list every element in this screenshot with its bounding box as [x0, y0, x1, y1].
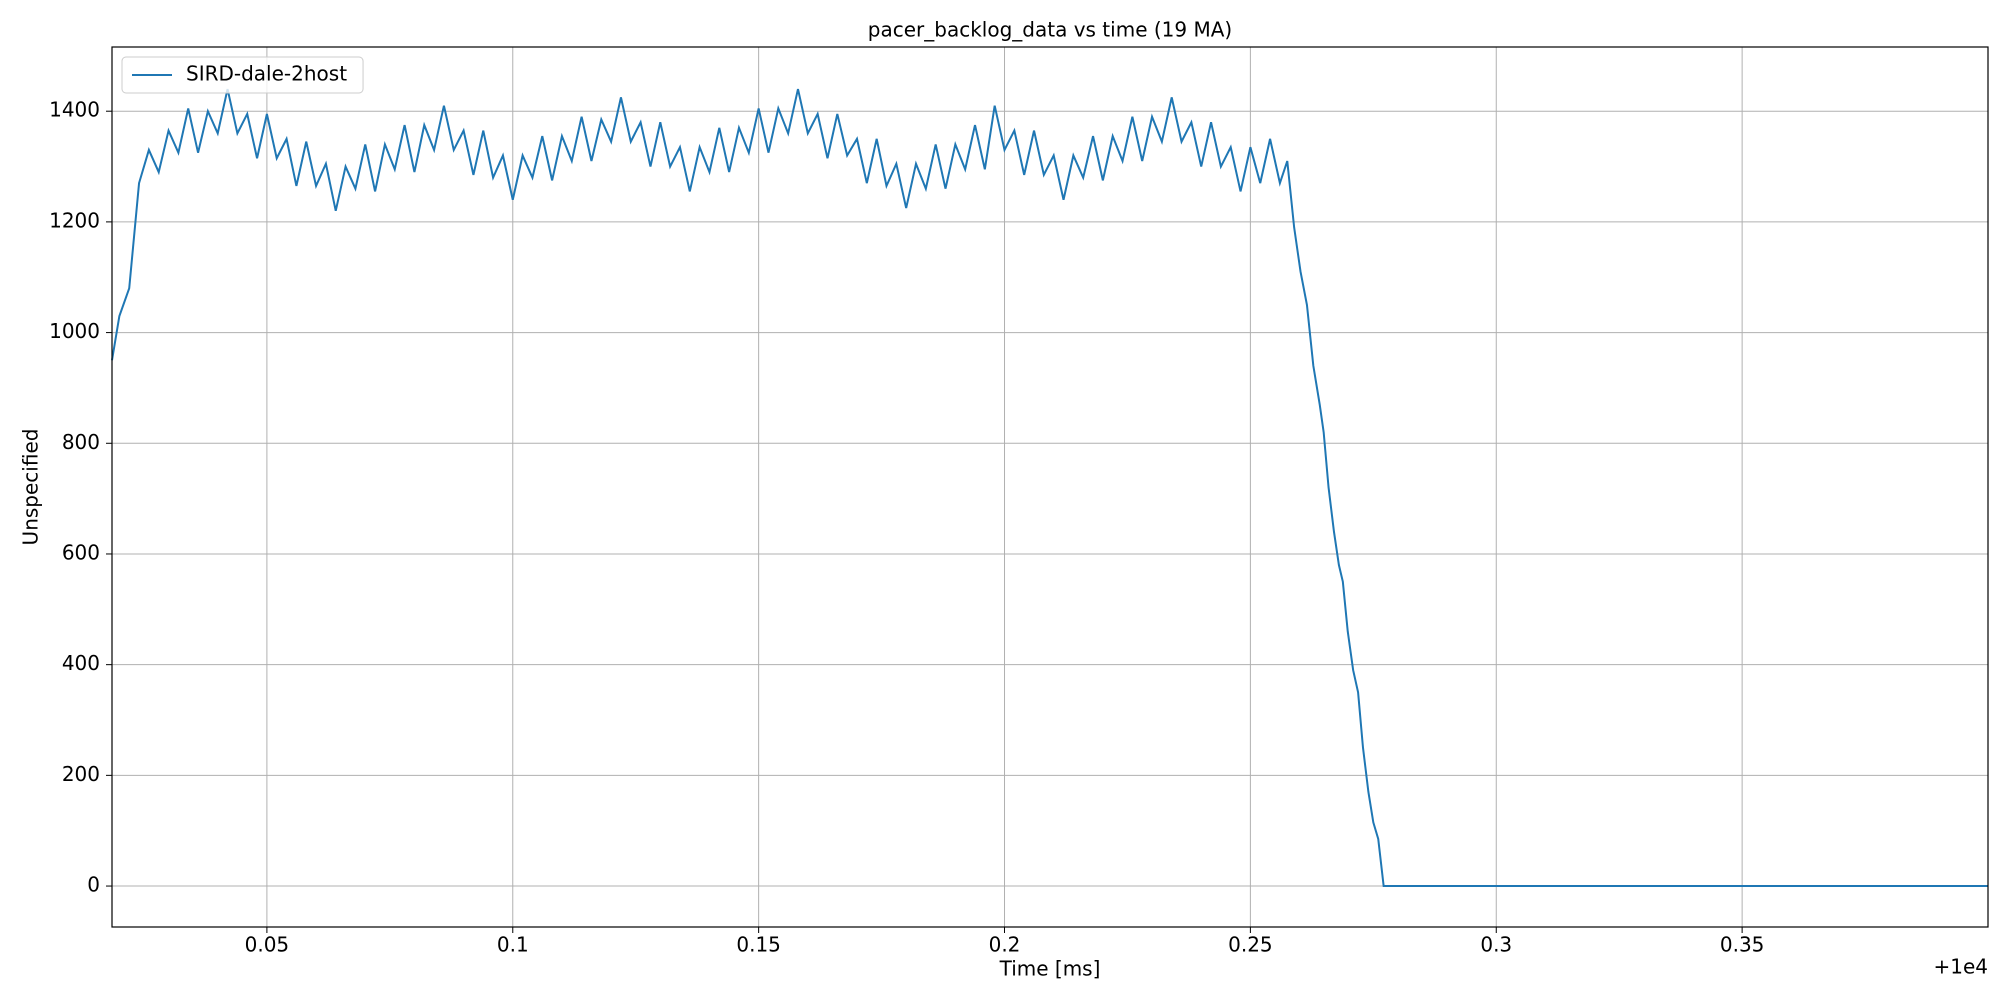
legend-box — [121, 56, 364, 94]
x-tick-label: 0.2 — [989, 933, 1021, 957]
x-tick-label: 0.05 — [245, 933, 290, 957]
axes-frame — [111, 46, 1989, 928]
y-tick-label: 0 — [87, 873, 100, 897]
y-tick-label: 600 — [62, 540, 100, 564]
x-axis-label: Time [ms] — [999, 957, 1101, 981]
legend-label: SIRD-dale-2host — [186, 62, 347, 86]
x-tick-label: 0.35 — [1720, 933, 1765, 957]
x-tick-label: 0.3 — [1480, 933, 1512, 957]
y-tick-label: 800 — [62, 430, 100, 454]
x-offset-label: +1e4 — [1933, 955, 1988, 979]
data-line — [111, 88, 1988, 888]
x-tick-label: 0.15 — [736, 933, 781, 957]
y-tick-label: 1000 — [49, 319, 100, 343]
y-tick-label: 400 — [62, 651, 100, 675]
chart-title: pacer_backlog_data vs time (19 MA) — [868, 18, 1232, 42]
x-tick-label: 0.1 — [497, 933, 529, 957]
y-tick-label: 1200 — [49, 208, 100, 232]
y-axis-label: Unspecified — [19, 429, 43, 546]
x-tick-label: 0.25 — [1228, 933, 1273, 957]
y-tick-label: 1400 — [49, 98, 100, 122]
y-tick-label: 200 — [62, 762, 100, 786]
